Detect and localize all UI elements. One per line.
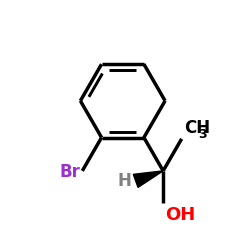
Text: H: H bbox=[118, 172, 132, 190]
Polygon shape bbox=[133, 171, 163, 188]
Text: 3: 3 bbox=[198, 128, 207, 141]
Text: OH: OH bbox=[165, 206, 195, 224]
Text: Br: Br bbox=[59, 163, 80, 181]
Text: CH: CH bbox=[184, 119, 210, 137]
